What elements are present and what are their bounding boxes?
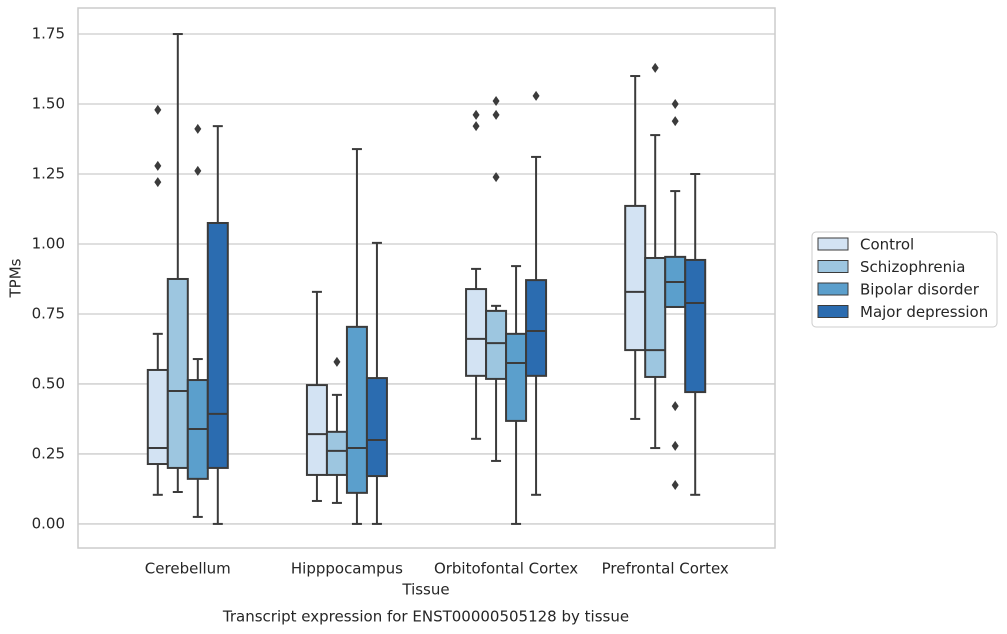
outlier (492, 172, 500, 183)
x-tick-label: Prefrontal Cortex (602, 560, 729, 578)
box (525, 279, 548, 377)
y-tick-label: 1.25 (32, 165, 65, 183)
legend-swatch (817, 282, 849, 296)
x-tick-label: Orbitofontal Cortex (434, 560, 578, 578)
x-tick-label: Hipppocampus (291, 560, 403, 578)
box (206, 221, 229, 469)
box (485, 309, 508, 380)
box (325, 430, 348, 476)
outlier (671, 116, 679, 127)
legend-label: Schizophrenia (860, 258, 965, 276)
outlier (154, 177, 162, 188)
legend-label: Control (860, 236, 914, 254)
outlier (194, 165, 202, 176)
x-tick-label: Cerebellum (145, 560, 231, 578)
outlier (194, 123, 202, 134)
y-tick-label: 1.00 (32, 234, 65, 252)
outlier (472, 121, 480, 132)
outlier (154, 160, 162, 171)
outlier (472, 109, 480, 120)
y-tick-label: 0.50 (32, 374, 65, 392)
legend-swatch (817, 260, 849, 273)
box (465, 288, 488, 377)
box (505, 332, 528, 422)
box (365, 377, 388, 478)
y-tick-label: 1.50 (32, 95, 65, 113)
y-axis-label: TPMs (7, 258, 25, 298)
legend-label: Bipolar disorder (860, 281, 980, 299)
outlier (651, 62, 659, 73)
outlier (333, 356, 341, 367)
y-tick-label: 0.75 (32, 304, 65, 322)
box (345, 325, 368, 494)
y-tick-label: 0.00 (32, 514, 65, 532)
outlier (492, 95, 500, 106)
box (146, 368, 169, 466)
outlier (154, 104, 162, 115)
outlier (532, 90, 540, 101)
legend-swatch (817, 237, 849, 251)
x-axis-label: Tissue (401, 581, 449, 599)
legend-label: Major depression (860, 303, 988, 321)
box (644, 256, 667, 378)
plot-frame (77, 7, 776, 549)
legend-swatch (817, 305, 849, 318)
box (624, 204, 647, 352)
y-tick-label: 1.75 (32, 25, 65, 43)
box (305, 384, 328, 476)
box (684, 258, 707, 394)
y-tick-label: 0.25 (32, 444, 65, 462)
outlier (671, 401, 679, 412)
outlier (671, 480, 679, 491)
chart-title: Transcript expression for ENST0000050512… (222, 608, 629, 626)
box (166, 277, 189, 469)
outlier (671, 99, 679, 110)
outlier (492, 109, 500, 120)
outlier (671, 440, 679, 451)
legend-frame (811, 231, 998, 328)
